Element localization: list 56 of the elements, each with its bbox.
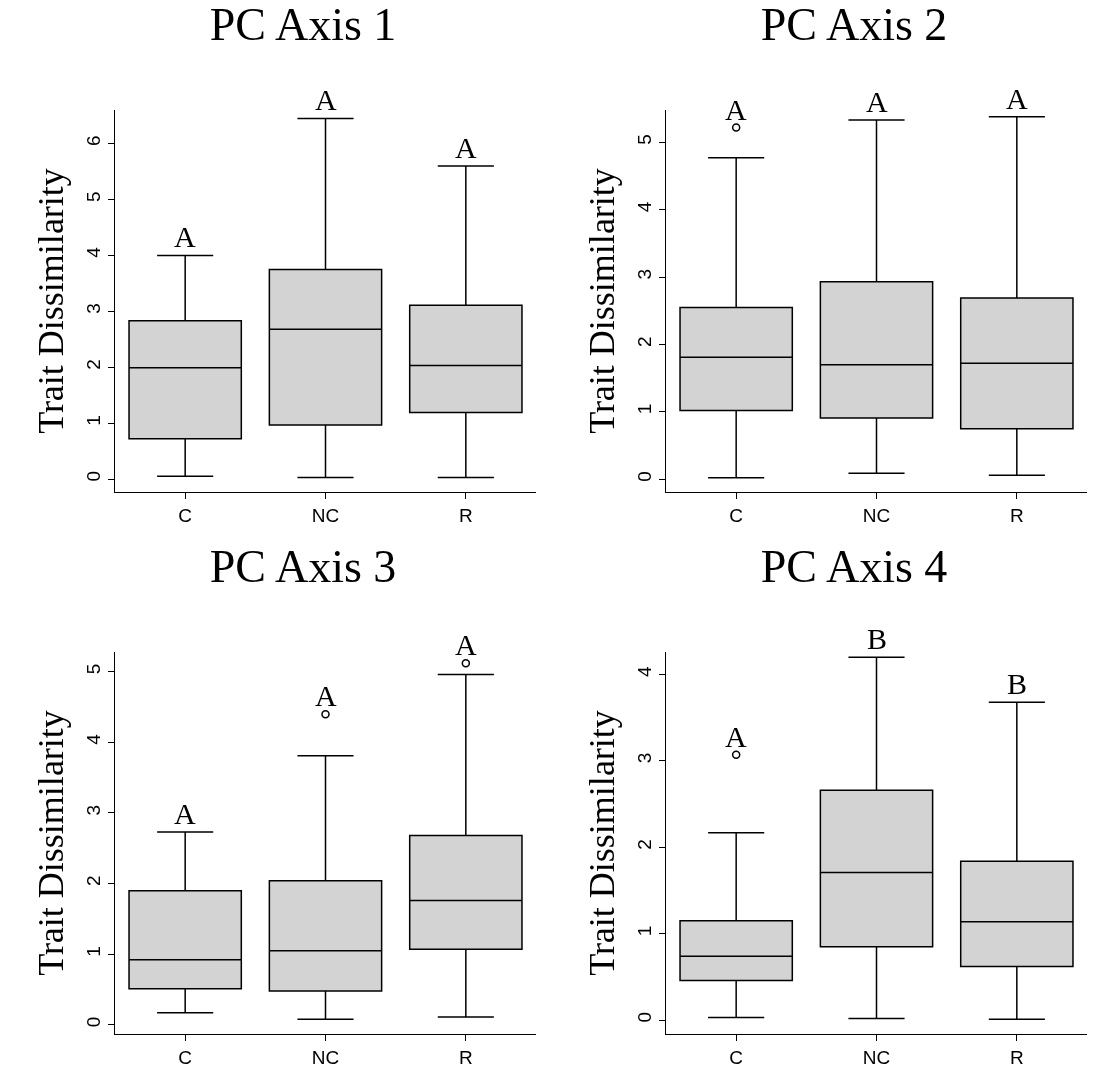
y-tick-label: 1: [634, 925, 656, 937]
annotation: A: [725, 720, 747, 753]
x-tick-label: C: [729, 1046, 744, 1068]
y-tick-label: 5: [83, 191, 105, 202]
chart-title: PC Axis 2: [760, 0, 948, 51]
annotation: B: [1007, 667, 1028, 700]
y-axis-title: Trait Dissimilarity: [31, 168, 72, 434]
y-tick-label: 5: [83, 663, 105, 675]
y-tick-label: 1: [634, 403, 656, 415]
x-tick-label: C: [178, 504, 193, 526]
y-tick-label: 3: [83, 804, 105, 816]
annotation: A: [455, 131, 477, 164]
y-axis-title: Trait Dissimilarity: [31, 710, 72, 976]
annotation: A: [866, 85, 888, 118]
x-tick-label: R: [1009, 1046, 1024, 1068]
y-axis-title: Trait Dissimilarity: [582, 168, 623, 434]
annotation: A: [315, 679, 337, 712]
x-tick-label: R: [1009, 504, 1024, 526]
annotation: A: [174, 797, 196, 830]
x-tick-label: R: [458, 504, 473, 526]
y-tick-label: 6: [83, 135, 105, 146]
y-tick-label: 1: [83, 415, 105, 426]
y-tick-label: 4: [634, 201, 656, 213]
y-tick-label: 3: [83, 303, 105, 314]
y-tick-label: 3: [634, 268, 656, 280]
y-tick-label: 2: [634, 839, 656, 850]
y-tick-label: 0: [634, 1012, 656, 1023]
y-tick-label: 1: [83, 946, 105, 957]
chart-title: PC Axis 3: [209, 541, 397, 593]
x-tick-label: NC: [311, 504, 340, 526]
y-axis-title: Trait Dissimilarity: [582, 710, 623, 976]
annotation: B: [867, 622, 888, 655]
annotation: A: [455, 628, 477, 661]
annotation: A: [1006, 82, 1028, 115]
y-tick-label: 0: [634, 471, 656, 482]
annotation: A: [725, 93, 747, 126]
y-tick-label: 4: [83, 246, 105, 258]
x-tick-label: NC: [862, 504, 891, 526]
y-tick-label: 2: [634, 336, 656, 347]
annotation: A: [315, 83, 337, 116]
chart-title: PC Axis 1: [209, 0, 397, 51]
y-tick-label: 0: [83, 471, 105, 482]
y-tick-label: 4: [83, 733, 105, 745]
x-tick-label: C: [178, 1046, 193, 1068]
y-tick-label: 0: [83, 1016, 105, 1028]
y-tick-label: 4: [634, 665, 656, 677]
y-tick-label: 3: [634, 752, 656, 764]
y-tick-label: 2: [83, 359, 105, 370]
annotation: A: [174, 220, 196, 253]
x-tick-label: R: [458, 1046, 473, 1068]
x-tick-label: NC: [862, 1046, 891, 1068]
y-tick-label: 2: [83, 875, 105, 887]
x-tick-label: C: [729, 504, 744, 526]
x-tick-label: NC: [311, 1046, 340, 1068]
chart-title: PC Axis 4: [760, 541, 948, 593]
y-tick-label: 5: [634, 134, 656, 145]
